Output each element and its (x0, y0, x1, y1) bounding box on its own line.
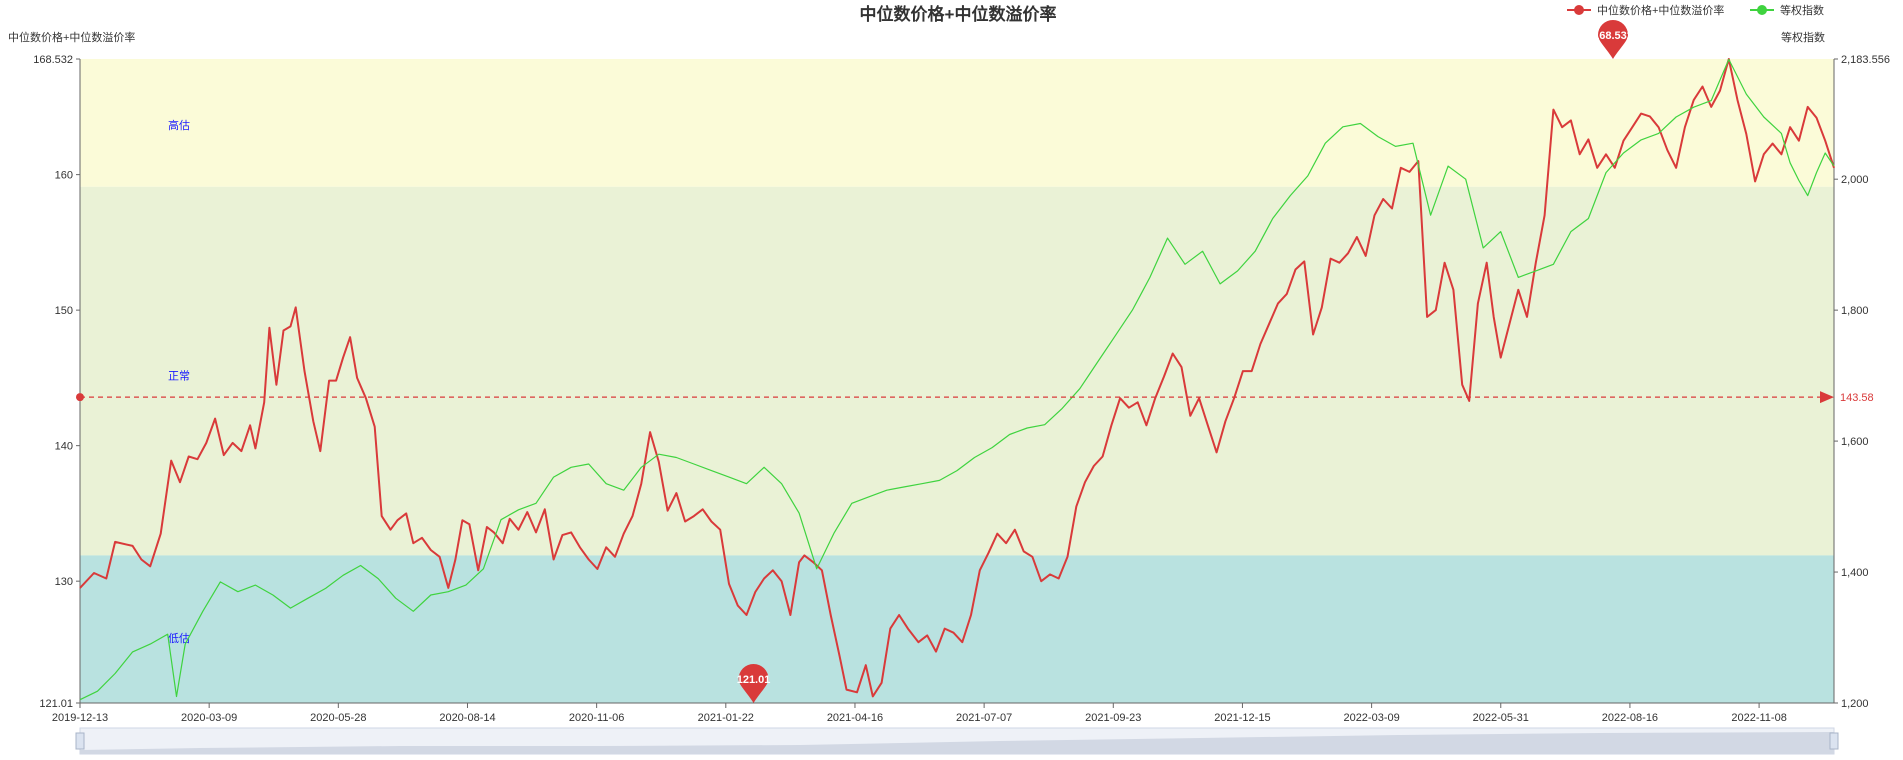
mark-line-start-dot (76, 393, 84, 402)
legend-item-index[interactable]: 等权指数 (1750, 3, 1824, 17)
mark-pin-0 (1597, 20, 1628, 60)
zoom-handle-left[interactable] (75, 732, 85, 750)
legend-dot-median (1574, 5, 1584, 15)
mark-line-arrow (1820, 391, 1834, 404)
x-tick-label-6: 2021-04-16 (827, 712, 883, 724)
legend-dot-index (1757, 5, 1767, 15)
mark-pin-1 (738, 664, 769, 703)
right-tick-label-1: 2,000 (1841, 174, 1869, 186)
x-tick-label-13: 2022-11-08 (1731, 712, 1786, 724)
zoom-preview-area (80, 732, 1834, 754)
band-2 (80, 555, 1834, 703)
x-tick-label-7: 2021-07-07 (956, 712, 1012, 724)
x-tick-label-5: 2021-01-22 (698, 712, 754, 724)
left-tick-label-3: 140 (55, 441, 73, 453)
left-tick-label-2: 150 (55, 305, 73, 317)
series-line-1 (79, 58, 1835, 701)
band-0 (80, 59, 1834, 187)
legend: 中位数价格+中位数溢价率 等权指数 (1567, 3, 1824, 17)
chart-title: 中位数价格+中位数溢价率 (860, 4, 1057, 24)
mark-pin-label-0: 168.532 (1593, 30, 1633, 42)
legend-label-index: 等权指数 (1780, 3, 1824, 17)
left-tick-label-4: 130 (55, 576, 73, 588)
series-layer (79, 58, 1835, 701)
left-axis-name: 中位数价格+中位数溢价率 (8, 30, 135, 44)
x-tick-label-10: 2022-03-09 (1343, 712, 1399, 724)
markers: 143.58 168.532 121.01 (76, 20, 1874, 703)
right-tick-label-0: 2,183.556 (1841, 54, 1890, 66)
x-tick-label-3: 2020-08-14 (439, 712, 495, 724)
band-label-1: 正常 (168, 369, 190, 382)
series-line-0 (79, 58, 1835, 698)
right-tick-label-5: 1,200 (1841, 698, 1869, 710)
left-tick-label-5: 121.01 (39, 698, 73, 710)
right-axis-name: 等权指数 (1781, 30, 1825, 44)
x-tick-label-0: 2019-12-13 (52, 712, 108, 724)
data-zoom-slider[interactable] (75, 727, 1839, 755)
x-tick-label-2: 2020-05-28 (310, 712, 366, 724)
left-tick-label-1: 160 (55, 170, 73, 182)
x-tick-label-11: 2022-05-31 (1473, 712, 1529, 724)
x-tick-label-4: 2020-11-06 (569, 712, 624, 724)
legend-label-median: 中位数价格+中位数溢价率 (1597, 3, 1724, 17)
band-label-0: 高估 (168, 118, 190, 132)
x-tick-label-1: 2020-03-09 (181, 712, 237, 724)
band-1 (80, 186, 1834, 556)
zoom-handle-right[interactable] (1829, 732, 1839, 750)
x-tick-label-8: 2021-09-23 (1085, 712, 1141, 724)
x-tick-label-9: 2021-12-15 (1214, 712, 1270, 724)
right-tick-label-2: 1,800 (1841, 305, 1869, 317)
mark-pin-label-1: 121.01 (737, 674, 771, 686)
legend-item-median[interactable]: 中位数价格+中位数溢价率 (1567, 3, 1724, 17)
mark-line-label: 143.58 (1840, 392, 1874, 404)
right-tick-label-4: 1,400 (1841, 567, 1869, 579)
x-tick-label-12: 2022-08-16 (1602, 712, 1658, 724)
left-tick-label-0: 168.532 (33, 54, 73, 66)
right-tick-label-3: 1,600 (1841, 436, 1869, 448)
axes: 168.532 160 150 140 130 121.01 2,183.556 2,000 1… (33, 54, 1890, 724)
band-label-2: 低估 (168, 632, 190, 645)
